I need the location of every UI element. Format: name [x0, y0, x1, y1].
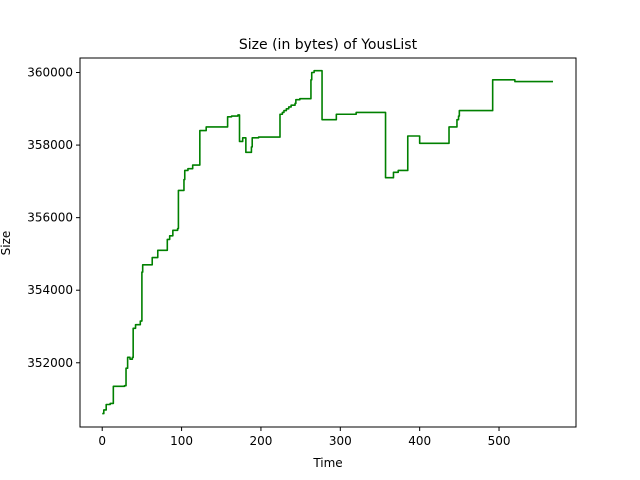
y-tick-label: 354000 [27, 283, 73, 297]
x-tick-label: 300 [329, 434, 352, 448]
x-tick-label: 0 [98, 434, 106, 448]
x-tick-label: 400 [408, 434, 431, 448]
y-tick-label: 352000 [27, 356, 73, 370]
y-tick-label: 360000 [27, 66, 73, 80]
y-tick-label: 356000 [27, 211, 73, 225]
x-tick-label: 100 [170, 434, 193, 448]
y-tick-label: 358000 [27, 138, 73, 152]
x-tick-label: 500 [488, 434, 511, 448]
axes-frame [79, 57, 577, 428]
x-tick-label: 200 [249, 434, 272, 448]
chart-title: Size (in bytes) of YousList [239, 37, 418, 53]
plot-area [102, 69, 553, 415]
series-line [102, 69, 553, 415]
y-axis-title: Size [0, 231, 13, 256]
x-axis-title: Time [312, 456, 342, 470]
axis-ticks: 0 100 200 300 400 500 352000 354000 356000 358000… [27, 66, 510, 448]
